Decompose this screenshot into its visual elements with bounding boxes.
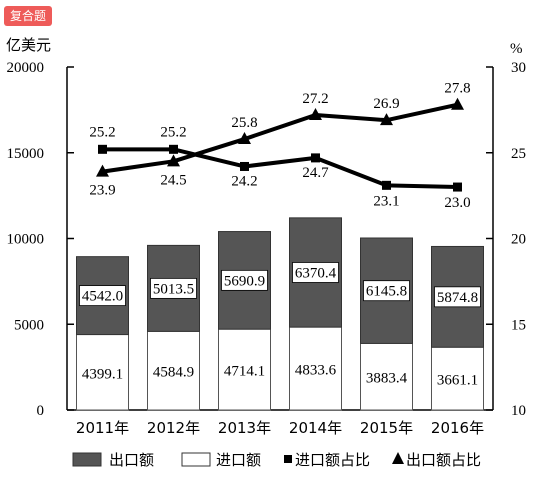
import-value-label: 4584.9 <box>153 365 194 381</box>
export-label-box <box>221 269 268 291</box>
import-share-value-label: 23.1 <box>373 193 399 209</box>
export-value-label: 6145.8 <box>366 284 407 300</box>
x-tick-label: 2012年 <box>147 419 200 437</box>
import-bar <box>147 330 200 411</box>
x-tick-label: 2014年 <box>289 419 342 437</box>
import-share-value-label: 25.2 <box>89 124 115 140</box>
x-tick-label: 2011年 <box>76 419 129 437</box>
bars: 4399.1 4542.0 4584.9 5013.5 4714.1 5690.9 4833… <box>76 217 484 411</box>
right-tick-label: 25 <box>511 146 526 162</box>
legend-label: 进口额占比 <box>295 451 370 469</box>
export-label-box <box>363 280 410 302</box>
legend-label: 进口额 <box>216 451 261 469</box>
export-share-value-label: 26.9 <box>373 96 399 112</box>
import-share-point <box>169 144 178 154</box>
export-value-label: 5013.5 <box>153 281 194 297</box>
legend-triangle-marker <box>392 452 404 464</box>
import-value-label: 4399.1 <box>82 366 123 382</box>
question-type-badge: 复合题 <box>4 6 53 26</box>
right-tick-label: 20 <box>511 232 526 248</box>
import-bar <box>76 334 129 411</box>
import-value-label: 4714.1 <box>224 364 265 380</box>
export-label-box <box>79 285 126 307</box>
legend: 出口额 进口额 进口额占比 出口额占比 <box>72 451 481 469</box>
import-share-point <box>240 161 249 171</box>
export-share-value-label: 27.2 <box>302 91 328 107</box>
left-tick-label: 20000 <box>7 60 45 76</box>
right-tick-label: 30 <box>511 60 526 76</box>
x-tick-label: 2015年 <box>360 419 413 437</box>
export-share-point <box>380 113 393 126</box>
right-tick-label: 10 <box>511 403 526 419</box>
legend-label: 出口额占比 <box>406 451 481 469</box>
export-value-label: 5874.8 <box>437 290 478 306</box>
export-share-point <box>309 108 322 121</box>
import-share-point <box>382 180 391 190</box>
left-tick-label: 0 <box>37 403 45 419</box>
export-share-point <box>96 164 109 177</box>
export-label-box <box>150 277 197 299</box>
export-share-value-label: 27.8 <box>444 81 470 97</box>
legend-square-marker <box>284 455 292 463</box>
export-share-value-label: 25.8 <box>231 115 257 131</box>
import-bar <box>289 326 342 411</box>
import-bar <box>218 328 271 411</box>
export-value-label: 6370.4 <box>295 265 337 281</box>
export-share-point <box>238 132 251 145</box>
import-share-line <box>102 147 458 190</box>
import-value-label: 3661.1 <box>437 373 478 389</box>
import-share-point <box>311 153 320 163</box>
legend-label: 出口额 <box>109 451 154 469</box>
import-share-value-label: 23.0 <box>444 195 470 211</box>
import-share-value-label: 24.7 <box>302 165 329 181</box>
left-tick-label: 15000 <box>7 146 45 162</box>
export-value-label: 4542.0 <box>82 289 123 305</box>
x-tick-label: 2016年 <box>431 419 484 437</box>
right-axis-unit: % <box>510 41 523 57</box>
export-share-value-label: 24.5 <box>160 172 186 188</box>
line-series: 25.2 25.2 24.2 24.7 23.1 23.0 23.9 24.5 25.8 27.2… <box>89 81 470 211</box>
export-share-value-label: 23.9 <box>89 183 115 199</box>
export-share-point <box>167 154 180 167</box>
legend-export-swatch <box>72 452 102 467</box>
import-share-value-label: 25.2 <box>160 124 186 140</box>
left-tick-label: 5000 <box>14 317 44 333</box>
import-bar <box>360 342 413 411</box>
x-tick-label: 2013年 <box>218 419 271 437</box>
export-value-label: 5690.9 <box>224 273 265 289</box>
import-share-point <box>98 144 107 154</box>
left-tick-label: 10000 <box>7 232 45 248</box>
legend-import-swatch <box>181 452 211 467</box>
export-label-box <box>434 286 481 308</box>
export-label-box <box>292 262 339 283</box>
left-axis-unit: 亿美元 <box>6 36 51 54</box>
import-share-point <box>453 182 462 192</box>
import-bar <box>431 346 484 411</box>
import-share-value-label: 24.2 <box>231 173 257 189</box>
import-value-label: 4833.6 <box>295 363 337 379</box>
import-value-label: 3883.4 <box>366 371 408 387</box>
right-tick-label: 15 <box>511 317 526 333</box>
export-share-point <box>451 97 464 110</box>
export-share-line <box>102 102 458 174</box>
axes: 亿美元 % 0 5000 10000 15000 20000 10 15 20 25 30 2011年 2… <box>6 36 526 437</box>
